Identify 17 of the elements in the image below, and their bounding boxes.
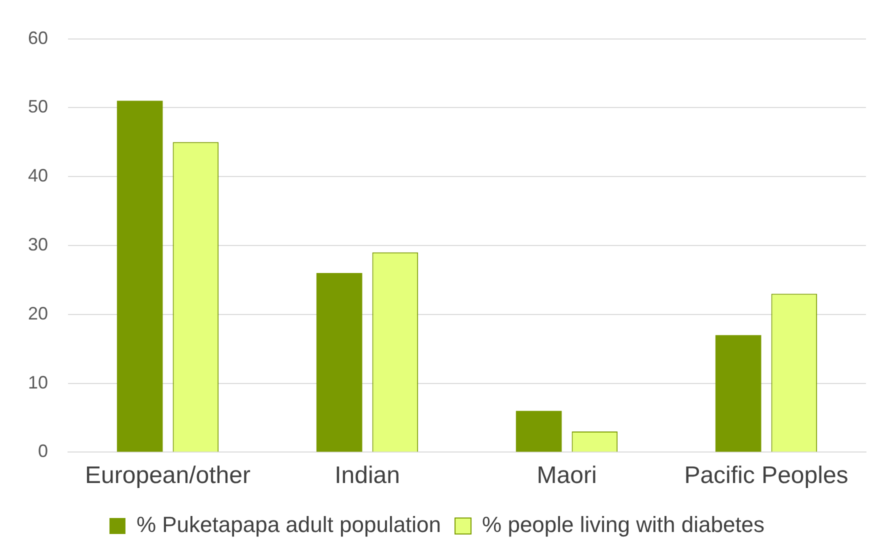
x-tick-label: European/other: [85, 462, 251, 490]
y-tick-label: 50: [28, 96, 48, 117]
y-tick-label: 30: [28, 234, 48, 254]
y-tick-label: 60: [28, 28, 48, 48]
y-tick-label: 10: [28, 372, 48, 392]
y-tick-label: 20: [28, 303, 48, 324]
x-tick-label: Indian: [334, 462, 400, 490]
y-tick-label: 40: [28, 166, 48, 186]
x-tick-label: Pacific Peoples: [684, 462, 848, 490]
y-tick-label: 0: [38, 441, 48, 462]
bar: [516, 410, 562, 452]
bar: [715, 335, 762, 452]
bar: [316, 273, 362, 452]
legend-label: % people living with diabetes: [482, 512, 765, 538]
x-tick-label: Maori: [536, 462, 597, 490]
bar: [116, 100, 163, 452]
legend-label: % Puketapapa adult population: [136, 512, 442, 538]
